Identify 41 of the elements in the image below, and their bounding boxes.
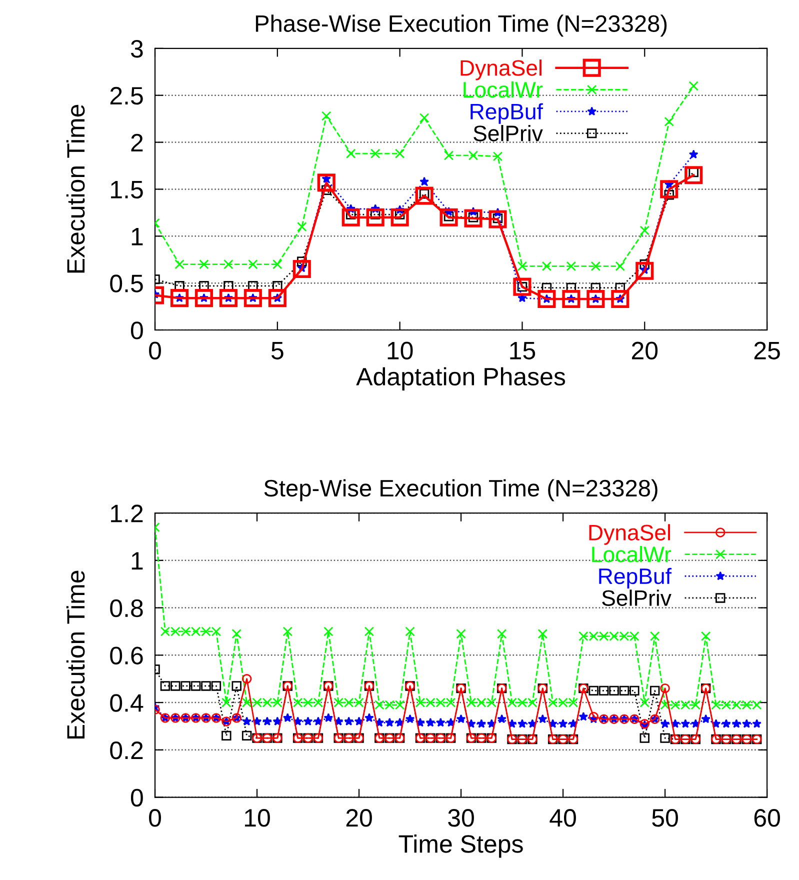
y-tick-label: 3 xyxy=(130,40,143,58)
y-tick-label: 2.5 xyxy=(110,86,143,105)
x-axis-title: Adaptation Phases xyxy=(356,367,566,390)
y-tick-label: 0.8 xyxy=(110,599,143,618)
legend-label: RepBuf xyxy=(599,568,672,589)
y-tick-label: 0.4 xyxy=(110,694,144,712)
legend-label: DynaSel xyxy=(589,524,670,545)
y-tick-label: 0.2 xyxy=(110,742,143,760)
y-tick-label: 0.6 xyxy=(110,646,143,664)
chart-title: Phase-Wise Execution Time (N=23328) xyxy=(256,14,667,37)
y-tick-label: 0 xyxy=(130,788,143,807)
x-tick-label: 50 xyxy=(652,809,678,827)
legend-label: LocalWr xyxy=(592,546,672,562)
legend-label: DynaSel xyxy=(460,60,542,80)
x-tick-label: 10 xyxy=(245,809,270,827)
x-tick-label: 20 xyxy=(346,809,372,827)
y-tick-label: 0.5 xyxy=(110,274,143,292)
y-axis-title: Execution Time xyxy=(66,104,85,273)
legend-label: LocalWr xyxy=(464,81,543,98)
x-tick-label: 15 xyxy=(510,342,536,360)
x-tick-label: 5 xyxy=(271,342,284,360)
legend-label: SelPriv xyxy=(474,124,543,142)
x-tick-label: 60 xyxy=(754,809,780,827)
chart-title: Step-Wise Execution Time (N=23328) xyxy=(264,479,658,502)
y-tick-label: 1 xyxy=(132,228,143,246)
legend-label: RepBuf xyxy=(470,103,543,124)
x-tick-label: 0 xyxy=(149,809,161,827)
y-tick-label: 1.5 xyxy=(111,181,143,199)
legend-label: SelPriv xyxy=(602,590,672,606)
y-tick-label: 1 xyxy=(132,552,143,570)
x-tick-label: 20 xyxy=(632,342,658,360)
y-tick-label: 1.2 xyxy=(111,504,143,522)
x-axis-title: Time Steps xyxy=(398,834,523,858)
y-axis-title: Execution Time xyxy=(66,570,85,739)
x-tick-label: 10 xyxy=(388,342,413,360)
x-tick-label: 30 xyxy=(448,809,474,827)
y-tick-label: 2 xyxy=(131,134,143,152)
x-tick-label: 25 xyxy=(754,342,780,360)
x-tick-label: 40 xyxy=(550,809,576,827)
y-tick-label: 0 xyxy=(130,322,143,340)
x-tick-label: 0 xyxy=(149,342,161,360)
